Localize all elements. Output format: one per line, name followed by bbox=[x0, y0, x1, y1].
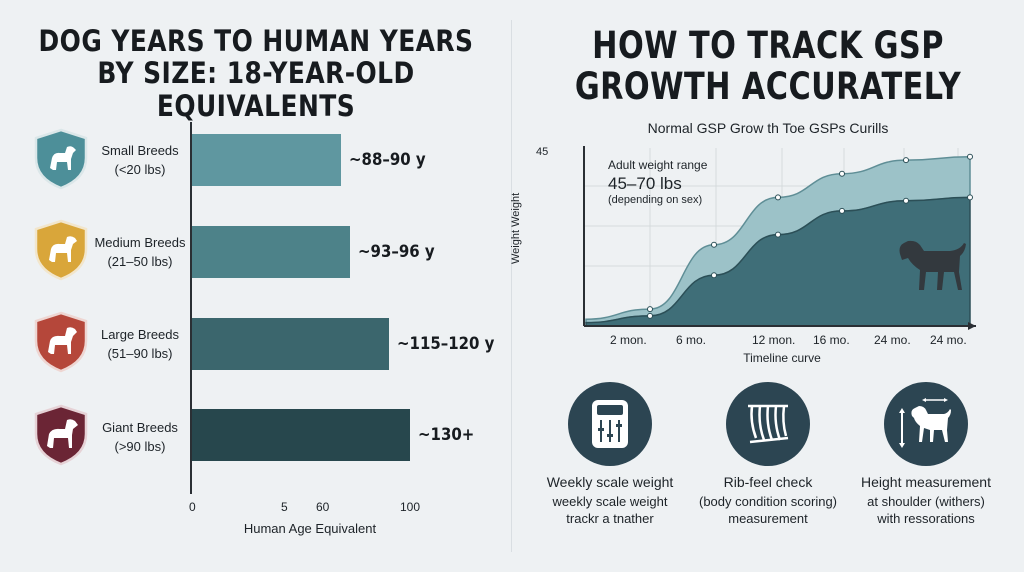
right-title-line1: HOW TO TRACK GSP bbox=[592, 24, 944, 67]
bar-large bbox=[192, 318, 390, 370]
card-line2: (body condition scoring) bbox=[698, 494, 838, 509]
card-icon-circle bbox=[568, 382, 652, 466]
panel-divider bbox=[511, 20, 512, 552]
data-point bbox=[711, 272, 717, 279]
row-label-medium: Medium Breeds (21–50 lbs) bbox=[92, 233, 188, 271]
bar-value-label: ~93–96 y bbox=[358, 242, 436, 262]
scale-icon bbox=[592, 400, 628, 448]
right-panel: HOW TO TRACK GSP GROWTH ACCURATELY Norma… bbox=[510, 0, 1024, 572]
category-range: (>90 lbs) bbox=[114, 439, 166, 454]
annotation-line3: (depending on sex) bbox=[608, 194, 703, 206]
x-tick-label: 60 bbox=[316, 500, 330, 514]
y-axis-line bbox=[190, 122, 192, 494]
category-name: Small Breeds bbox=[101, 143, 179, 158]
category-name: Medium Breeds bbox=[94, 235, 186, 250]
dog-shield-icon bbox=[34, 128, 88, 190]
chart-x-tick-label: 16 mo. bbox=[813, 333, 850, 347]
card-line3: with ressorations bbox=[877, 511, 975, 526]
row-label-small: Small Breeds (<20 lbs) bbox=[92, 141, 188, 179]
card-title: Weekly scale weight bbox=[546, 474, 674, 490]
card-line2: at shoulder (withers) bbox=[867, 494, 985, 509]
category-range: (<20 lbs) bbox=[114, 162, 166, 177]
x-tick-label: 0 bbox=[189, 500, 196, 514]
left-panel: DOG YEARS TO HUMAN YEARS BY SIZE: 18-YEA… bbox=[34, 24, 495, 536]
left-title: DOG YEARS TO HUMAN YEARS BY SIZE: 18-YEA… bbox=[36, 24, 476, 123]
data-point bbox=[903, 197, 909, 204]
card-icon-circle bbox=[726, 382, 810, 466]
data-point bbox=[775, 194, 781, 201]
ribcage-icon bbox=[748, 404, 789, 444]
data-point bbox=[775, 231, 781, 238]
right-title: HOW TO TRACK GSP GROWTH ACCURATELY bbox=[558, 25, 978, 108]
data-point bbox=[839, 170, 845, 177]
chart-x-tick-label: 12 mon. bbox=[752, 333, 796, 347]
card-line3: measurement bbox=[728, 511, 808, 526]
card-line3: trackr a tnather bbox=[566, 511, 654, 526]
bar-value-label: ~88–90 y bbox=[349, 150, 426, 170]
dog-shield-icon bbox=[34, 311, 88, 373]
x-axis-title: Human Age Equivalent bbox=[243, 521, 377, 536]
x-tick-label: 100 bbox=[400, 500, 421, 514]
annotation-line2: 45–70 lbs bbox=[608, 174, 682, 193]
data-point bbox=[967, 153, 973, 160]
dog-shield-icon bbox=[34, 219, 88, 281]
bar-value-label: ~115–120 y bbox=[397, 334, 495, 354]
card-line2: weekly scale weight bbox=[552, 494, 668, 509]
data-point bbox=[839, 207, 845, 214]
dog-height-icon bbox=[899, 398, 951, 448]
chart-x-tick-label: 6 mo. bbox=[676, 333, 707, 347]
chart-points bbox=[647, 153, 973, 319]
x-axis-arrow bbox=[968, 322, 976, 330]
dog-silhouette-icon bbox=[899, 240, 966, 290]
chart-x-tick-label: 24 mo. bbox=[874, 333, 911, 347]
data-point bbox=[711, 241, 717, 248]
annotation-line1: Adult weight range bbox=[608, 158, 708, 172]
data-point bbox=[647, 312, 653, 319]
bar-small bbox=[192, 134, 342, 186]
bar-giant bbox=[192, 409, 410, 461]
data-point bbox=[967, 194, 973, 201]
row-label-large: Large Breeds (51–90 lbs) bbox=[92, 325, 188, 363]
category-range: (21–50 lbs) bbox=[107, 254, 173, 269]
row-label-giant: Giant Breeds (>90 lbs) bbox=[92, 418, 188, 456]
card-icon-circle bbox=[884, 382, 968, 466]
chart-title: Normal GSP Grow th Toe GSPs Curills bbox=[647, 120, 889, 136]
right-title-line2: GROWTH ACCURATELY bbox=[574, 65, 962, 109]
bar-value-label: ~130+ bbox=[418, 425, 475, 445]
category-range: (51–90 lbs) bbox=[107, 346, 173, 361]
category-name: Large Breeds bbox=[100, 327, 180, 342]
card-title: Height measurement bbox=[861, 474, 991, 490]
dog-shield-icon bbox=[34, 404, 88, 466]
card-title: Rib-feel check bbox=[723, 474, 813, 490]
data-point bbox=[903, 157, 909, 164]
left-title-line2: BY SIZE: 18-YEAR-OLD EQUIVALENTS bbox=[97, 56, 415, 123]
left-title-line1: DOG YEARS TO HUMAN YEARS bbox=[38, 24, 474, 58]
category-name: Giant Breeds bbox=[102, 420, 178, 435]
chart-x-tick-label: 2 mon. bbox=[610, 333, 647, 347]
chart-x-axis-title: Timeline curve bbox=[743, 351, 821, 365]
growth-chart bbox=[583, 146, 976, 330]
data-point bbox=[647, 306, 653, 313]
x-tick-label: 5 bbox=[281, 500, 288, 514]
y-tick-label: 45 bbox=[536, 146, 549, 158]
bar-medium bbox=[192, 226, 351, 278]
chart-y-axis-title: Weight Weight bbox=[510, 192, 522, 264]
chart-x-tick-label: 24 mo. bbox=[930, 333, 967, 347]
